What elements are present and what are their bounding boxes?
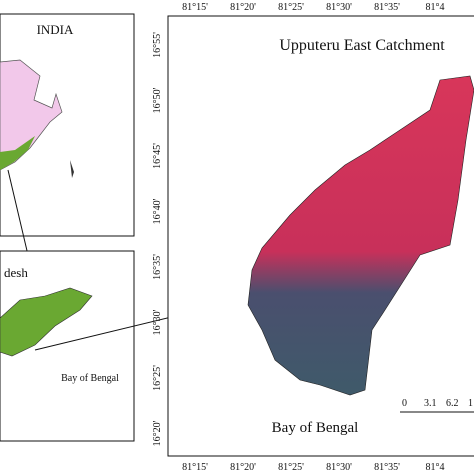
lat-label: 16°35' <box>152 254 163 280</box>
lon-label-bottom: 81°25' <box>278 462 304 473</box>
sea-label: Bay of Bengal <box>61 373 119 384</box>
graticule-labels: 81°15' 81°15' 81°20' 81°20' 81°25' 81°25' 81°3… <box>152 2 473 473</box>
lon-label-top: 81°4 <box>426 2 445 13</box>
scale-label: 6.2 <box>446 398 459 409</box>
lat-label: 16°45' <box>152 143 163 169</box>
lon-label-bottom: 81°15' <box>182 462 208 473</box>
islands <box>70 160 74 178</box>
lon-label-bottom: 81°4 <box>426 462 445 473</box>
lat-label: 16°20' <box>152 420 163 446</box>
scale-label: 3.1 <box>424 398 437 409</box>
lon-label-top: 81°20' <box>230 2 256 13</box>
lon-label-bottom: 81°30' <box>326 462 352 473</box>
catchment-image <box>247 75 474 396</box>
lon-label-top: 81°30' <box>326 2 352 13</box>
scale-label: 1 <box>468 398 473 409</box>
state-shape <box>0 287 93 357</box>
state-highlight <box>0 136 35 170</box>
lat-label: 16°25' <box>152 365 163 391</box>
lon-label-bottom: 81°35' <box>374 462 400 473</box>
lat-label: 16°40' <box>152 198 163 224</box>
main-sea-label: Bay of Bengal <box>272 420 359 436</box>
lat-label: 16°50' <box>152 87 163 113</box>
lon-label-top: 81°35' <box>374 2 400 13</box>
scale-label: 0 <box>402 398 407 409</box>
india-label: INDIA <box>37 22 74 37</box>
lat-label: 16°30' <box>152 309 163 335</box>
lon-label-top: 81°25' <box>278 2 304 13</box>
lon-label-bottom: 81°20' <box>230 462 256 473</box>
state-label: desh <box>4 265 28 280</box>
lon-label-top: 81°15' <box>182 2 208 13</box>
lat-label: 16°55' <box>152 32 163 58</box>
india-shape <box>0 59 63 171</box>
main-title: Upputeru East Catchment <box>279 37 445 54</box>
